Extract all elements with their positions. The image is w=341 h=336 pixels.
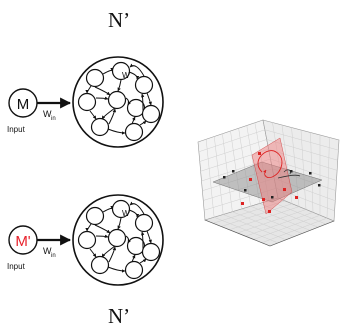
grid-line	[261, 217, 328, 243]
grid-line	[268, 200, 327, 225]
trajectory-dark	[277, 174, 301, 179]
axis-ticks	[204, 219, 335, 247]
input-weight-sub-bottom: in	[51, 253, 56, 259]
network-title-bottom: N’	[108, 304, 131, 328]
recurrent-weight-bottom: W	[122, 209, 130, 218]
network-title-top: N’	[108, 8, 131, 32]
recurrent-weight-top: W	[122, 71, 130, 80]
input-caption-top: Input	[7, 125, 26, 134]
network-top: M Input W in W	[7, 57, 163, 147]
input-node-label-bottom: M'	[15, 233, 30, 250]
state-space-plot	[197, 119, 340, 247]
trajectory-red	[257, 150, 283, 179]
grid-line	[250, 206, 311, 231]
black-points	[223, 170, 321, 199]
grid-line	[253, 215, 321, 240]
grid-line	[310, 132, 314, 213]
input-node-label-top: M	[17, 96, 30, 113]
red-points	[241, 152, 298, 213]
grid-line	[237, 209, 307, 234]
input-caption-bottom: Input	[7, 262, 26, 271]
network-bottom: M' Input W in W	[7, 195, 163, 285]
trajectory-dark-loop	[283, 169, 291, 175]
recurrent-network-bottom	[73, 195, 163, 285]
input-weight-sub-top: in	[51, 116, 56, 122]
red-plane	[251, 137, 293, 215]
grid-line	[326, 137, 330, 219]
input-weight-top: W	[43, 109, 52, 119]
input-weight-bottom: W	[43, 246, 52, 256]
grid-line	[245, 212, 314, 237]
recurrent-network-top	[73, 57, 163, 147]
